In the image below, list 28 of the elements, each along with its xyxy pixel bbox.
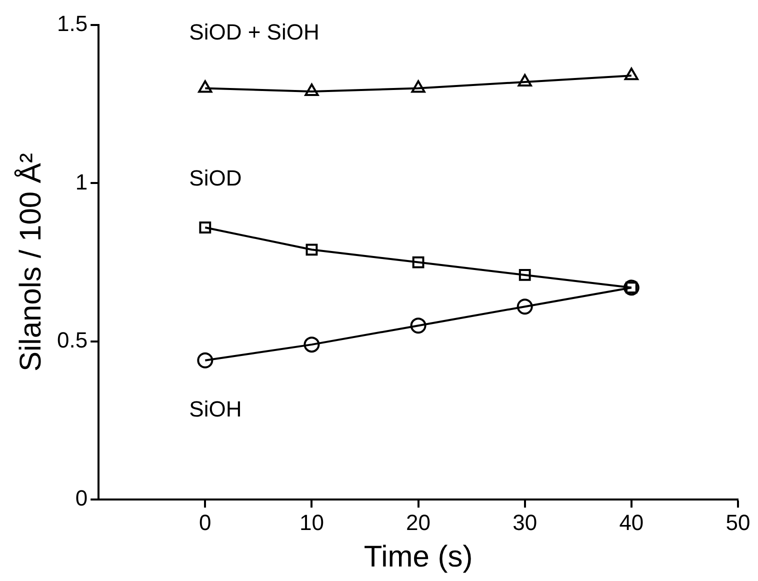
series-label: SiOH [189,396,242,422]
x-tick-label: 50 [726,510,750,535]
point [518,269,531,281]
point [304,336,320,353]
series-label: SiOD + SiOH [189,19,320,44]
x-axis-title: Time (s) [364,540,473,574]
point [199,222,212,234]
point [410,318,426,334]
y-axis-title: Silanols / 100 Å² [13,153,48,372]
point [304,83,319,96]
point [411,80,426,93]
series-label: SiOD [189,166,242,191]
y-tick-label: 1.5 [56,11,88,36]
x-tick-label: 10 [299,510,324,535]
x-tick-label: 20 [406,510,431,535]
point [306,244,318,256]
x-tick-label: 0 [199,510,212,535]
y-tick-label: 1 [75,169,88,194]
point [198,80,212,93]
point [197,352,214,368]
y-tick-label: 0 [75,486,88,511]
y-tick-label: 0.5 [56,327,88,352]
point [516,298,533,315]
x-tick-label: 30 [512,510,538,535]
point [518,74,532,86]
x-tick-label: 40 [619,510,644,535]
point [624,68,638,80]
point [412,256,424,268]
